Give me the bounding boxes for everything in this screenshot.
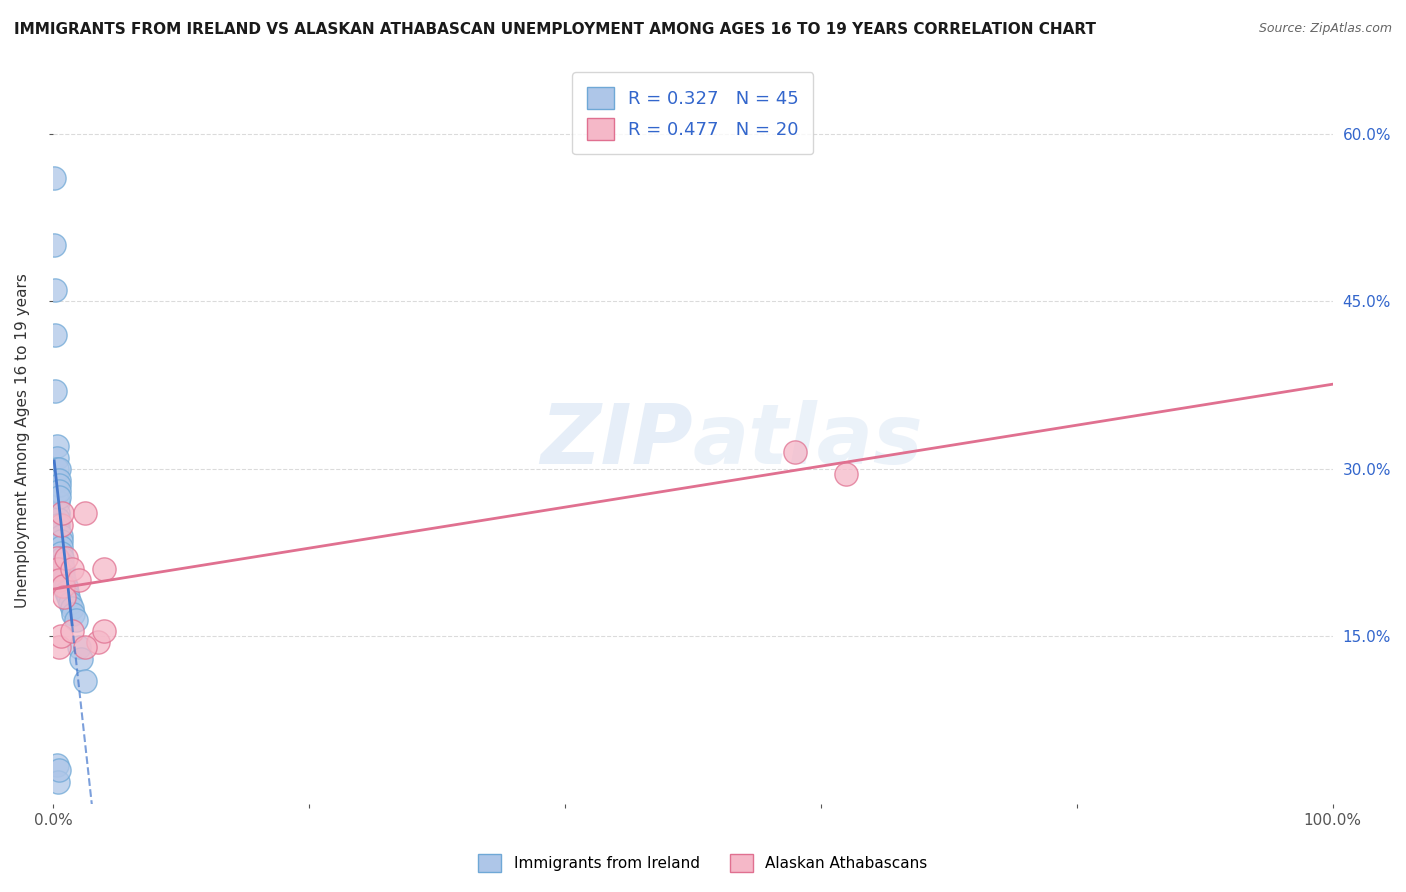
Text: ZIP: ZIP <box>540 401 693 482</box>
Point <box>62 607 84 621</box>
Point <box>44 238 66 252</box>
Point <box>44 171 66 186</box>
Point <box>45 473 67 487</box>
Point <box>93 624 115 638</box>
Point <box>46 507 69 521</box>
Point <box>51 562 73 576</box>
Point <box>51 507 73 521</box>
Y-axis label: Unemployment Among Ages 16 to 19 years: Unemployment Among Ages 16 to 19 years <box>15 273 30 608</box>
Point <box>53 579 76 593</box>
Point <box>60 601 83 615</box>
Point <box>48 764 70 778</box>
Point <box>67 574 90 588</box>
Point <box>60 624 83 638</box>
Point <box>55 551 77 566</box>
Point <box>58 596 80 610</box>
Point <box>73 673 96 688</box>
Point <box>49 629 72 643</box>
Point <box>44 327 66 342</box>
Point <box>51 551 73 566</box>
Point <box>52 579 75 593</box>
Point <box>52 562 75 576</box>
Point <box>45 439 67 453</box>
Point <box>73 507 96 521</box>
Point <box>46 774 69 789</box>
Point <box>49 540 72 554</box>
Point <box>86 635 108 649</box>
Point <box>45 757 67 772</box>
Point <box>48 574 70 588</box>
Point <box>48 484 70 499</box>
Point <box>56 584 79 599</box>
Point <box>49 529 72 543</box>
Text: Source: ZipAtlas.com: Source: ZipAtlas.com <box>1258 22 1392 36</box>
Point <box>44 283 66 297</box>
Text: IMMIGRANTS FROM IRELAND VS ALASKAN ATHABASCAN UNEMPLOYMENT AMONG AGES 16 TO 19 Y: IMMIGRANTS FROM IRELAND VS ALASKAN ATHAB… <box>14 22 1097 37</box>
Text: atlas: atlas <box>693 401 924 482</box>
Point <box>49 545 72 559</box>
Point <box>45 450 67 465</box>
Point <box>46 562 69 576</box>
Legend: Immigrants from Ireland, Alaskan Athabascans: Immigrants from Ireland, Alaskan Athabas… <box>471 846 935 880</box>
Point <box>49 517 72 532</box>
Point <box>45 461 67 475</box>
Point <box>93 562 115 576</box>
Point <box>67 640 90 655</box>
Point <box>65 613 87 627</box>
Point <box>48 640 70 655</box>
Point <box>55 579 77 593</box>
Point <box>49 534 72 549</box>
Point <box>73 640 96 655</box>
Point <box>60 562 83 576</box>
Point <box>52 567 75 582</box>
Point <box>45 551 67 566</box>
Point <box>785 445 807 459</box>
Point <box>46 495 69 509</box>
Point <box>51 557 73 571</box>
Point <box>48 461 70 475</box>
Legend: R = 0.327   N = 45, R = 0.477   N = 20: R = 0.327 N = 45, R = 0.477 N = 20 <box>572 72 814 154</box>
Point <box>70 651 93 665</box>
Point <box>48 490 70 504</box>
Point <box>48 473 70 487</box>
Point <box>46 517 69 532</box>
Point <box>46 512 69 526</box>
Point <box>835 467 858 482</box>
Point <box>45 484 67 499</box>
Point <box>53 591 76 605</box>
Point <box>48 478 70 492</box>
Point <box>55 584 77 599</box>
Point <box>58 591 80 605</box>
Point <box>53 574 76 588</box>
Point <box>44 384 66 398</box>
Point <box>46 523 69 537</box>
